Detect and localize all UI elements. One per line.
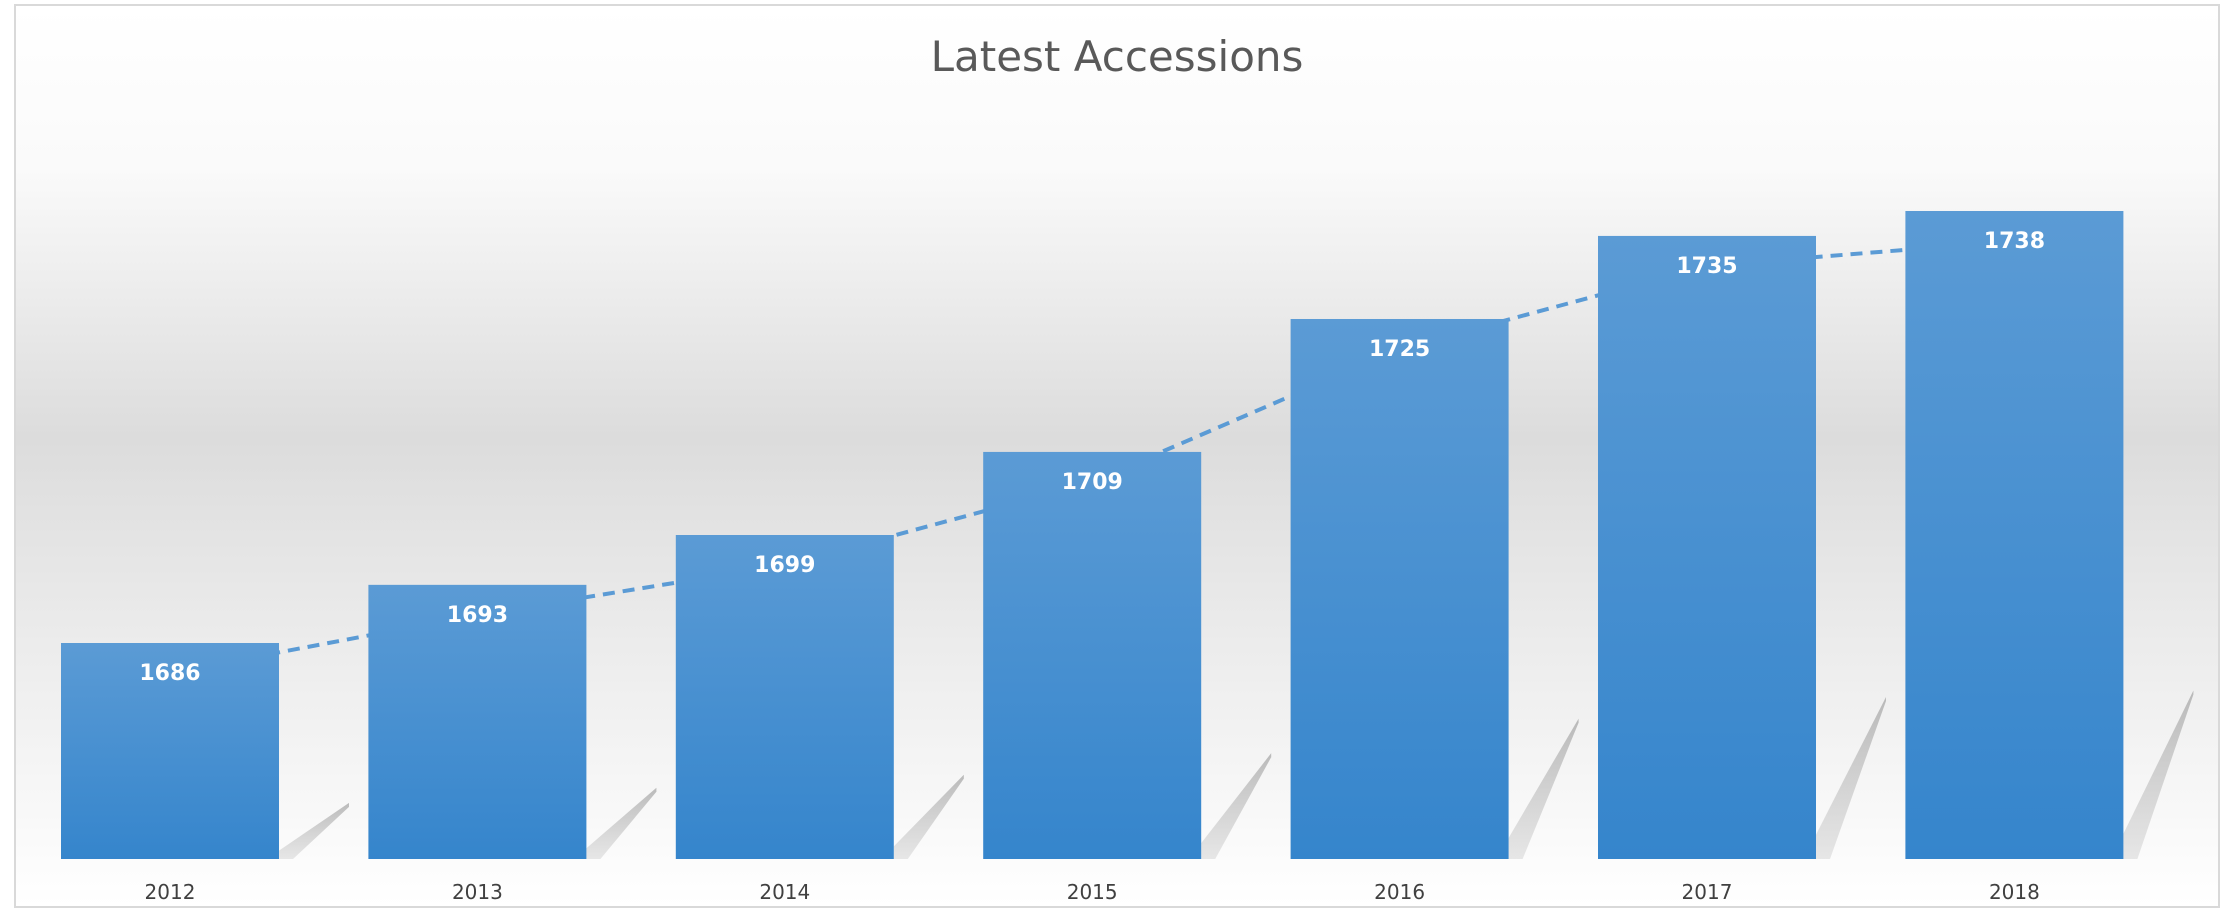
bar-shadow (1201, 753, 1272, 859)
bar-2014 (675, 535, 894, 859)
data-label-2016: 1725 (1369, 337, 1430, 362)
bar-shadow (1816, 697, 1886, 859)
bar-shadow (1508, 718, 1579, 859)
data-label-2014: 1699 (754, 553, 815, 578)
data-label-2012: 1686 (139, 661, 200, 686)
data-label-2018: 1738 (1984, 229, 2045, 254)
x-tick-label-2012: 2012 (145, 880, 196, 904)
x-tick-label-2017: 2017 (1682, 880, 1733, 904)
x-tick-label-2013: 2013 (452, 880, 503, 904)
bar-shadow (893, 774, 964, 859)
bar-shadow (2123, 690, 2194, 859)
chart-area: Latest Accessions 1686 1693 1699 1709 1725 17… (14, 4, 2220, 908)
bar-2015 (983, 451, 1202, 859)
data-label-2013: 1693 (447, 603, 508, 628)
bar-2013 (368, 584, 587, 859)
x-tick-label-2014: 2014 (759, 880, 810, 904)
x-tick-label-2016: 2016 (1374, 880, 1425, 904)
chart-title: Latest Accessions (930, 32, 1304, 81)
x-tick-label-2018: 2018 (1989, 880, 2040, 904)
data-label-2015: 1709 (1062, 470, 1123, 495)
x-tick-label-2015: 2015 (1067, 880, 1118, 904)
bar-shadow (586, 787, 657, 859)
bar-chart: 1686 1693 1699 1709 1725 1735 1738 2012 2013 201… (61, 211, 2194, 904)
bar-2018 (1905, 211, 2124, 859)
bar-2012 (61, 643, 279, 859)
bar-2016 (1290, 319, 1509, 859)
bar-2017 (1598, 235, 1816, 859)
bar-shadow (279, 802, 349, 859)
data-label-2017: 1735 (1676, 254, 1737, 279)
